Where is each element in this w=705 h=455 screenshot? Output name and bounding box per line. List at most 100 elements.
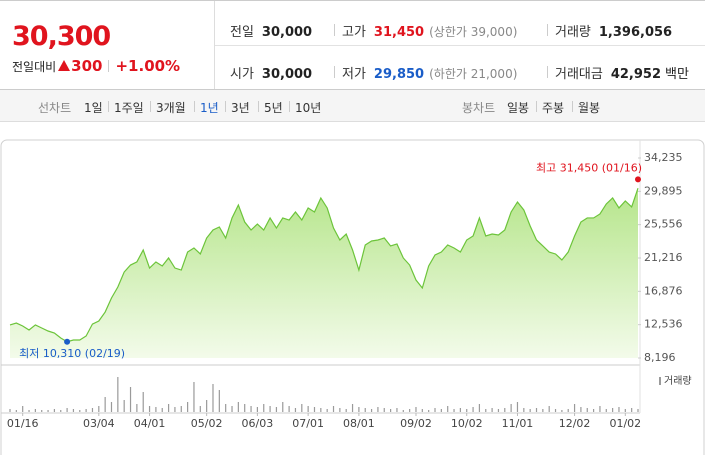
volume-bar [117, 377, 119, 412]
volume-bar [453, 409, 455, 412]
volume-bar [612, 408, 614, 412]
annotation-dot [635, 176, 641, 183]
x-tick-label: 09/02 [400, 417, 432, 430]
x-tick-label: 01/16 [7, 417, 39, 430]
volume-bar [187, 402, 189, 412]
volume-bar [592, 409, 595, 412]
period-tab[interactable]: 1주일 [114, 101, 144, 115]
candle-tab[interactable]: 일봉 [507, 101, 530, 115]
volume-bar [516, 402, 519, 412]
x-tick-label: 10/02 [451, 417, 483, 430]
x-tick-label: 04/01 [134, 417, 166, 430]
candle-tab[interactable]: 월봉 [578, 101, 601, 115]
separator [334, 66, 335, 78]
volume-bar [529, 409, 531, 412]
stat-label: 저가 [342, 67, 366, 82]
candle-tab[interactable]: 주봉 [542, 101, 565, 115]
stat-value: 31,450 [373, 25, 425, 40]
volume-bar [472, 407, 474, 412]
y-tick-label: 12,536 [644, 318, 683, 331]
y-tick-label: 16,876 [644, 284, 683, 297]
stat-label: 고가 [342, 25, 366, 40]
volume-bar [66, 408, 68, 412]
volume-bar [370, 409, 373, 412]
volume-bar [288, 406, 290, 412]
separator [547, 66, 548, 78]
current-price: 30,300 [12, 21, 111, 52]
separator [572, 101, 573, 112]
stat-value: 1,396,056 [598, 25, 673, 40]
volume-bar [402, 410, 404, 412]
volume-bar [542, 409, 544, 412]
volume-bar [263, 404, 265, 412]
chart-frame [0, 139, 705, 455]
period-tab[interactable]: 5년 [264, 101, 283, 115]
volume-bar [364, 408, 366, 412]
x-tick-label: 03/04 [83, 417, 115, 430]
volume-bar [98, 406, 100, 412]
stat: 거래대금 42,952 백만 [555, 63, 689, 82]
period-tabs: 선차트 1일 1주일 3개월 1년 3년 5년 10년 봉차트 일봉 주봉 월봉 [0, 90, 705, 122]
change-label: 전일대비 [12, 60, 57, 74]
volume-bar [320, 408, 322, 412]
stat: 고가 31,450 (상한가 39,000) [342, 21, 517, 40]
period-tab[interactable]: 3개월 [156, 101, 186, 115]
separator [536, 101, 537, 112]
volume-bar [428, 410, 430, 412]
period-tab[interactable]: 10년 [295, 101, 322, 115]
stat: 시가 30,000 [230, 63, 312, 82]
volume-bar [250, 406, 252, 412]
volume-bar [586, 408, 588, 412]
volume-bar [523, 408, 525, 412]
volume-bar [237, 402, 239, 412]
volume-bar [485, 409, 487, 412]
volume-bar [244, 404, 246, 412]
separator [194, 101, 195, 112]
volume-bar [421, 409, 423, 412]
volume-bar [497, 409, 500, 412]
stat: 전일 30,000 [230, 21, 312, 40]
volume-bar [326, 409, 328, 412]
stat-value: 30,000 [261, 25, 313, 40]
period-tab[interactable]: 1년 [200, 101, 219, 115]
volume-bar [161, 408, 163, 412]
volume-bar [434, 408, 436, 412]
volume-bar [104, 397, 106, 412]
volume-bar [390, 409, 392, 412]
volume-bar [358, 407, 360, 412]
volume-bar [535, 408, 538, 412]
x-tick-label: 07/01 [292, 417, 324, 430]
volume-bar [123, 400, 125, 412]
volume-bar [212, 384, 214, 412]
x-tick-label: 12/02 [559, 417, 591, 430]
volume-bar [142, 392, 144, 412]
separator [289, 101, 290, 112]
volume-bar [491, 408, 493, 412]
volume-bar [9, 409, 11, 412]
period-tab[interactable]: 3년 [231, 101, 250, 115]
stat-value: 42,952 [610, 67, 662, 82]
separator [225, 101, 226, 112]
price-line [9, 188, 639, 343]
volume-bar [148, 406, 151, 412]
volume-bar [231, 406, 233, 412]
chart-layer: 34,235 29,895 25,556 21,216 16,876 12,536 8,19… [0, 139, 705, 455]
volume-bar [396, 408, 398, 412]
volume-bar [155, 407, 157, 412]
period-tab[interactable]: 1일 [84, 101, 103, 115]
separator [258, 101, 259, 112]
price-box: 30,300 전일대비 300 +1.00% [0, 1, 215, 89]
volume-bar [440, 409, 442, 412]
volume-bar [510, 404, 512, 412]
stat-note: (상한가 39,000) [429, 25, 518, 39]
stat: 저가 29,850 (하한가 21,000) [342, 63, 517, 82]
chart: 34,235 29,895 25,556 21,216 16,876 12,536 8,19… [0, 139, 705, 455]
volume-bar [136, 404, 138, 412]
volume-bar [60, 410, 62, 412]
volume-bar [339, 408, 341, 412]
volume-legend: 거래량 [664, 375, 692, 387]
volume-bar [34, 409, 36, 412]
tab-group-label: 봉차트 [462, 101, 496, 115]
stat-label: 시가 [230, 67, 254, 82]
